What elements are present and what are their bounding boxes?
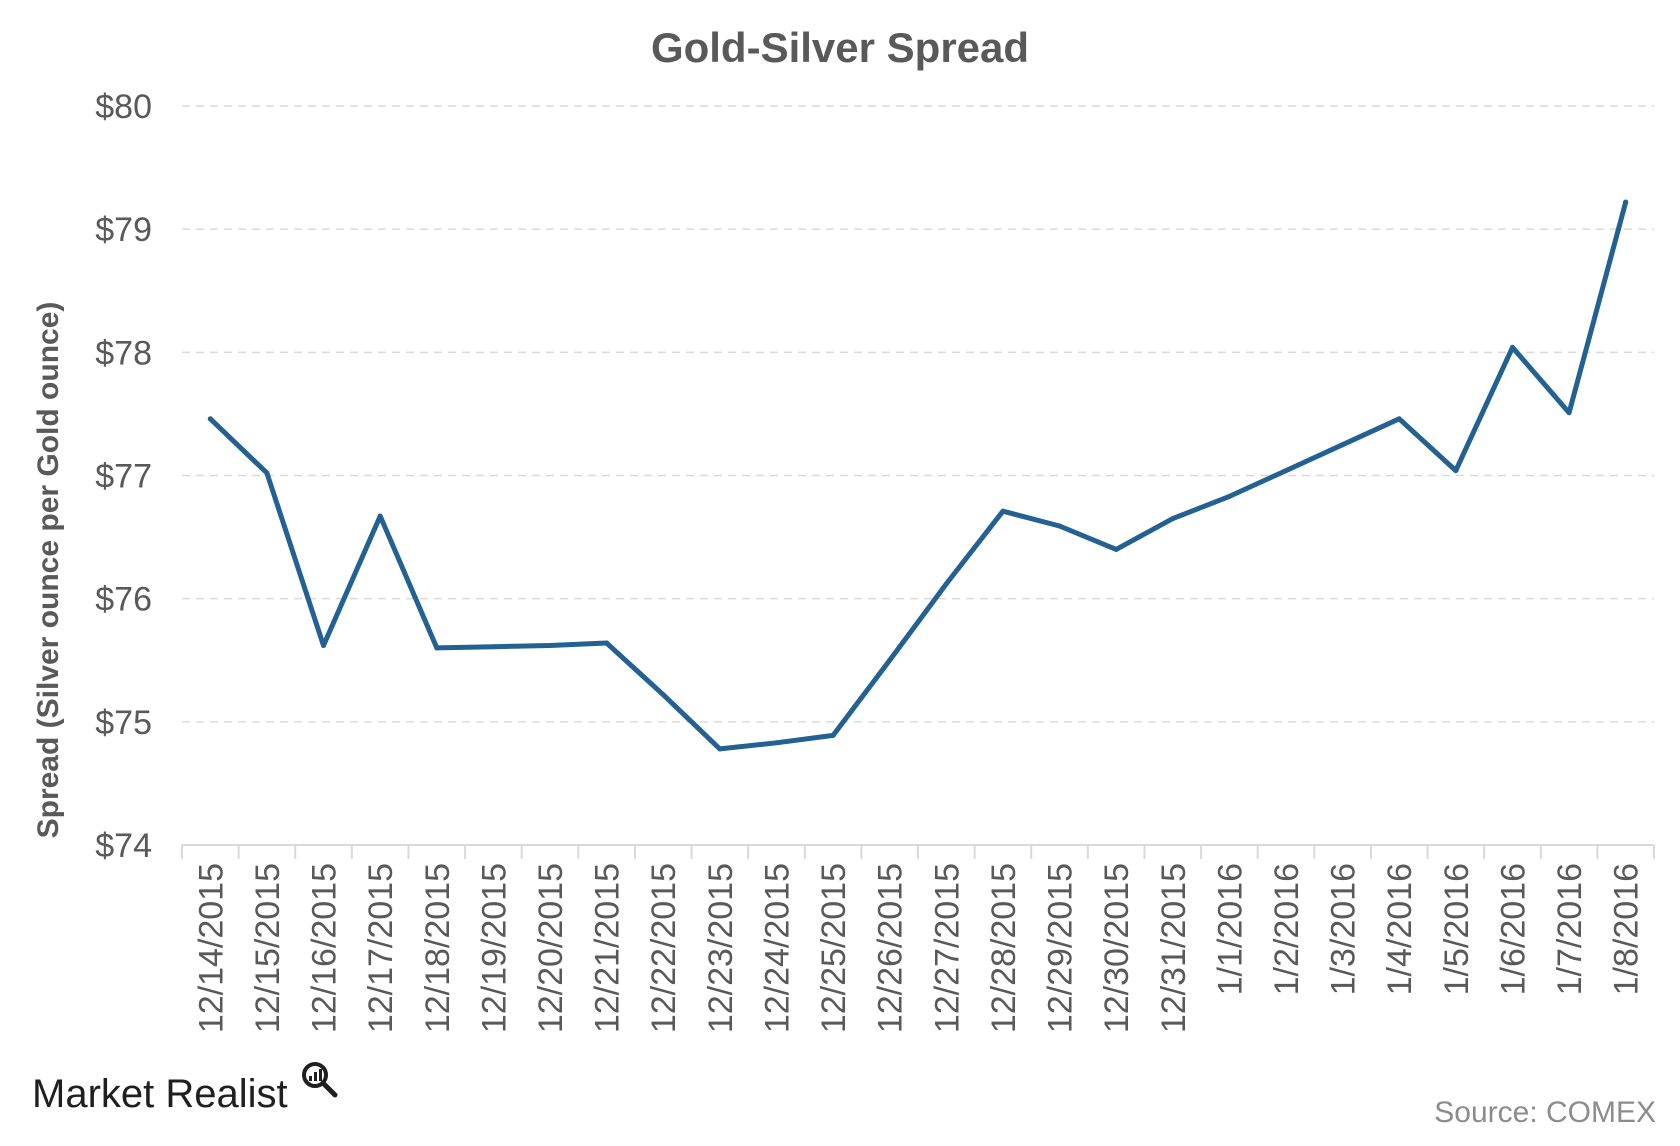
x-tick-label: 1/4/2016	[1381, 863, 1419, 995]
x-tick-label: 12/23/2015	[702, 863, 740, 1033]
x-tick-label: 12/20/2015	[532, 863, 570, 1033]
x-tick-label: 12/31/2015	[1155, 863, 1193, 1033]
data-point	[1396, 416, 1402, 422]
data-point	[717, 746, 723, 752]
y-tick-label: $80	[95, 88, 152, 126]
y-tick-label: $79	[95, 211, 152, 249]
data-point	[1283, 468, 1289, 474]
gridlines	[182, 105, 1654, 846]
x-tick-label: 1/1/2016	[1211, 863, 1249, 995]
x-tick-label: 1/8/2016	[1608, 863, 1646, 995]
data-point	[660, 692, 666, 698]
chart-title: Gold-Silver Spread	[651, 24, 1029, 71]
data-point	[887, 657, 893, 663]
data-point	[1170, 516, 1176, 522]
data-point	[1566, 410, 1572, 416]
data-point	[1453, 468, 1459, 474]
x-tick-label: 12/27/2015	[928, 863, 966, 1033]
series-line	[207, 199, 1629, 752]
x-tick-label: 12/28/2015	[985, 863, 1023, 1033]
data-point	[434, 645, 440, 651]
data-point	[943, 581, 949, 587]
y-tick-label: $75	[95, 704, 152, 742]
data-point	[1226, 493, 1232, 499]
source-note: Source: COMEX	[1434, 1096, 1656, 1129]
data-point	[321, 642, 327, 648]
x-tick-label: 12/30/2015	[1098, 863, 1136, 1033]
x-tick-label: 12/29/2015	[1042, 863, 1080, 1033]
y-axis-ticks: $74 $75 $76 $77 $78 $79 $80	[95, 88, 152, 865]
data-point	[773, 740, 779, 746]
series-layer	[207, 199, 1629, 752]
x-tick-label: 1/7/2016	[1551, 863, 1589, 995]
data-point	[547, 642, 553, 648]
x-tick-label: 1/3/2016	[1325, 863, 1363, 995]
data-point	[1113, 546, 1119, 552]
x-tick-label: 1/6/2016	[1494, 863, 1532, 995]
x-tick-label: 12/24/2015	[758, 863, 796, 1033]
x-tick-label: 12/25/2015	[815, 863, 853, 1033]
y-tick-label: $77	[95, 458, 152, 496]
x-tick-label: 12/17/2015	[362, 863, 400, 1033]
x-tick-label: 12/16/2015	[306, 863, 344, 1033]
data-point	[1623, 199, 1629, 205]
market-realist-logo: Market Realist	[32, 1072, 288, 1117]
x-tick-label: 12/26/2015	[872, 863, 910, 1033]
x-tick-label: 12/14/2015	[192, 863, 230, 1033]
data-point	[830, 732, 836, 738]
y-axis-label: Spread (Silver ounce per Gold ounce)	[32, 302, 65, 839]
y-tick-label: $74	[95, 827, 152, 865]
magnifier-icon	[302, 1062, 338, 1098]
y-tick-label: $78	[95, 334, 152, 372]
x-tick-label: 1/2/2016	[1268, 863, 1306, 995]
x-tick-label: 12/15/2015	[249, 863, 287, 1033]
x-tick-label: 12/18/2015	[419, 863, 457, 1033]
x-tick-label: 12/21/2015	[589, 863, 627, 1033]
data-point	[604, 640, 610, 646]
data-point	[264, 470, 270, 476]
data-point	[377, 513, 383, 519]
data-point	[207, 416, 213, 422]
logo-text: Market Realist	[32, 1072, 288, 1116]
x-tick-label: 12/19/2015	[475, 863, 513, 1033]
data-point	[1340, 442, 1346, 448]
data-point	[490, 644, 496, 650]
data-point	[1000, 508, 1006, 514]
x-tick-label: 12/22/2015	[645, 863, 683, 1033]
data-point	[1509, 344, 1515, 350]
x-axis-ticks: 12/14/2015 12/15/2015 12/16/2015 12/17/2015…	[181, 845, 1655, 1033]
y-tick-label: $76	[95, 581, 152, 619]
data-point	[1057, 523, 1063, 529]
x-tick-label: 1/5/2016	[1438, 863, 1476, 995]
